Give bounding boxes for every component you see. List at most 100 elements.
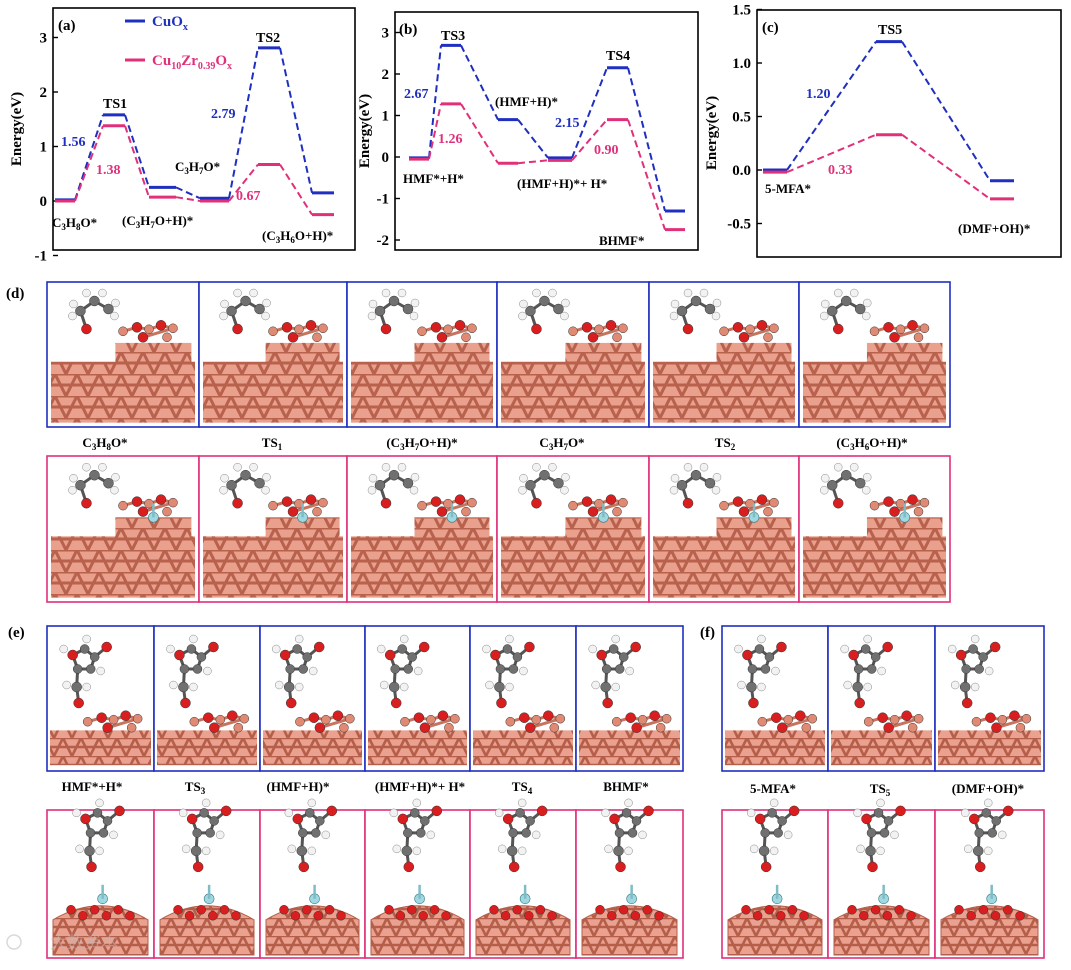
oxygen-atom: [738, 332, 750, 343]
copper-atom: [461, 506, 471, 517]
hydrogen-atom: [749, 844, 759, 854]
copper-atom: [1021, 713, 1032, 724]
carbon-atom: [974, 828, 984, 838]
oxygen-atom: [313, 911, 323, 921]
oxygen-atom: [618, 905, 629, 915]
hydrogen-atom: [611, 682, 620, 692]
copper-slab: [51, 361, 195, 423]
copper-atom: [913, 332, 924, 343]
oxygen-atom: [73, 697, 84, 709]
hydrogen-atom: [601, 808, 610, 818]
carbon-atom: [402, 477, 414, 489]
ts4-label: TS4: [606, 49, 630, 64]
hydrogen-atom: [877, 666, 886, 676]
hydrogen-atom: [261, 485, 270, 495]
hydrogen-atom: [82, 288, 91, 298]
copper-atom: [769, 323, 779, 334]
oxygen-atom: [66, 905, 76, 915]
oxygen-atom: [232, 497, 243, 509]
oxygen-atom: [954, 905, 964, 915]
carbon-atom: [747, 664, 758, 674]
copper-atom: [417, 326, 427, 337]
copper-atom: [82, 716, 93, 727]
energy-connector: [460, 103, 499, 164]
copper-atom: [189, 716, 200, 727]
carbon-atom: [190, 845, 202, 857]
hydrogen-atom: [262, 472, 271, 482]
copper-atom: [312, 332, 322, 343]
oxygen-atom: [436, 332, 448, 343]
copper-slab: [653, 361, 795, 423]
copper-atom: [426, 714, 436, 725]
copper-atom: [162, 506, 172, 517]
carbon-atom: [75, 479, 86, 491]
hydrogen-atom: [734, 644, 743, 654]
carbon-atom: [704, 477, 716, 489]
hydrogen-atom: [307, 798, 317, 808]
carbon-atom: [388, 469, 400, 481]
copper-slab: [473, 730, 573, 766]
carbon-atom: [98, 828, 109, 838]
copper-atom: [594, 324, 604, 335]
hydrogen-atom: [95, 798, 104, 808]
hydrogen-atom: [970, 682, 980, 692]
oxygen-atom: [220, 805, 232, 817]
snapshot-cell: [575, 625, 684, 772]
copper-atom: [318, 323, 328, 334]
snapshot-caption: (C3H6O+H)*: [836, 435, 907, 452]
oxygen-atom: [776, 911, 786, 921]
copper-nanoparticle: [370, 905, 465, 956]
oxygen-atom: [96, 712, 107, 723]
energy-connector: [279, 163, 313, 216]
oxygen-atom: [643, 805, 654, 817]
snapshot-caption: HMF*+H*: [62, 779, 123, 794]
oxygen-atom: [525, 722, 536, 733]
carbon-atom: [773, 828, 783, 838]
oxygen-atom: [777, 722, 788, 733]
copper-step: [866, 517, 943, 541]
panel-b-label: (b): [399, 22, 417, 38]
copper-slab: [803, 536, 946, 598]
carbon-atom: [302, 652, 312, 662]
panel-d-label: (d): [6, 286, 24, 302]
carbon-atom: [298, 664, 308, 674]
hydrogen-atom: [861, 311, 871, 321]
copper-slab: [263, 730, 362, 766]
copper-step: [265, 342, 340, 367]
snapshot-cell: [827, 798, 936, 959]
hydrogen-atom: [110, 485, 119, 495]
copper-atom: [612, 506, 622, 517]
hydrogen-atom: [862, 472, 872, 482]
copper-atom: [889, 714, 900, 725]
oxygen-atom: [125, 911, 135, 921]
carbon-atom: [254, 303, 265, 315]
hydrogen-atom: [201, 846, 211, 856]
oxygen-atom: [313, 641, 325, 653]
hydrogen-atom: [843, 680, 852, 690]
carbon-atom: [283, 681, 295, 693]
ytick-label: 2: [40, 85, 48, 101]
barrier-a1-cuox: 1.56: [61, 135, 86, 150]
ytick-label: -1: [35, 249, 48, 265]
carbon-atom: [311, 828, 321, 838]
oxygen-atom: [155, 494, 167, 505]
hydrogen-atom: [409, 485, 419, 495]
hydrogen-atom: [561, 298, 570, 308]
hydrogen-atom: [203, 666, 212, 676]
oxygen-atom: [649, 710, 660, 721]
oxygen-atom: [496, 697, 507, 709]
oxygen-atom: [418, 641, 430, 653]
copper-atom: [719, 326, 729, 337]
copper-slab: [351, 536, 493, 598]
snapshot-cell: [934, 625, 1045, 772]
oxygen-atom: [788, 805, 800, 817]
copper-slab: [831, 730, 932, 766]
state-a3: C3H7O*: [175, 159, 220, 176]
oxygen-atom: [1002, 805, 1014, 817]
oxygen-atom: [605, 320, 617, 331]
snapshot-caption: TS4: [512, 779, 533, 796]
copper-atom: [719, 500, 729, 511]
ytick-label: 1.5: [732, 3, 751, 19]
hydrogen-atom: [412, 798, 422, 808]
